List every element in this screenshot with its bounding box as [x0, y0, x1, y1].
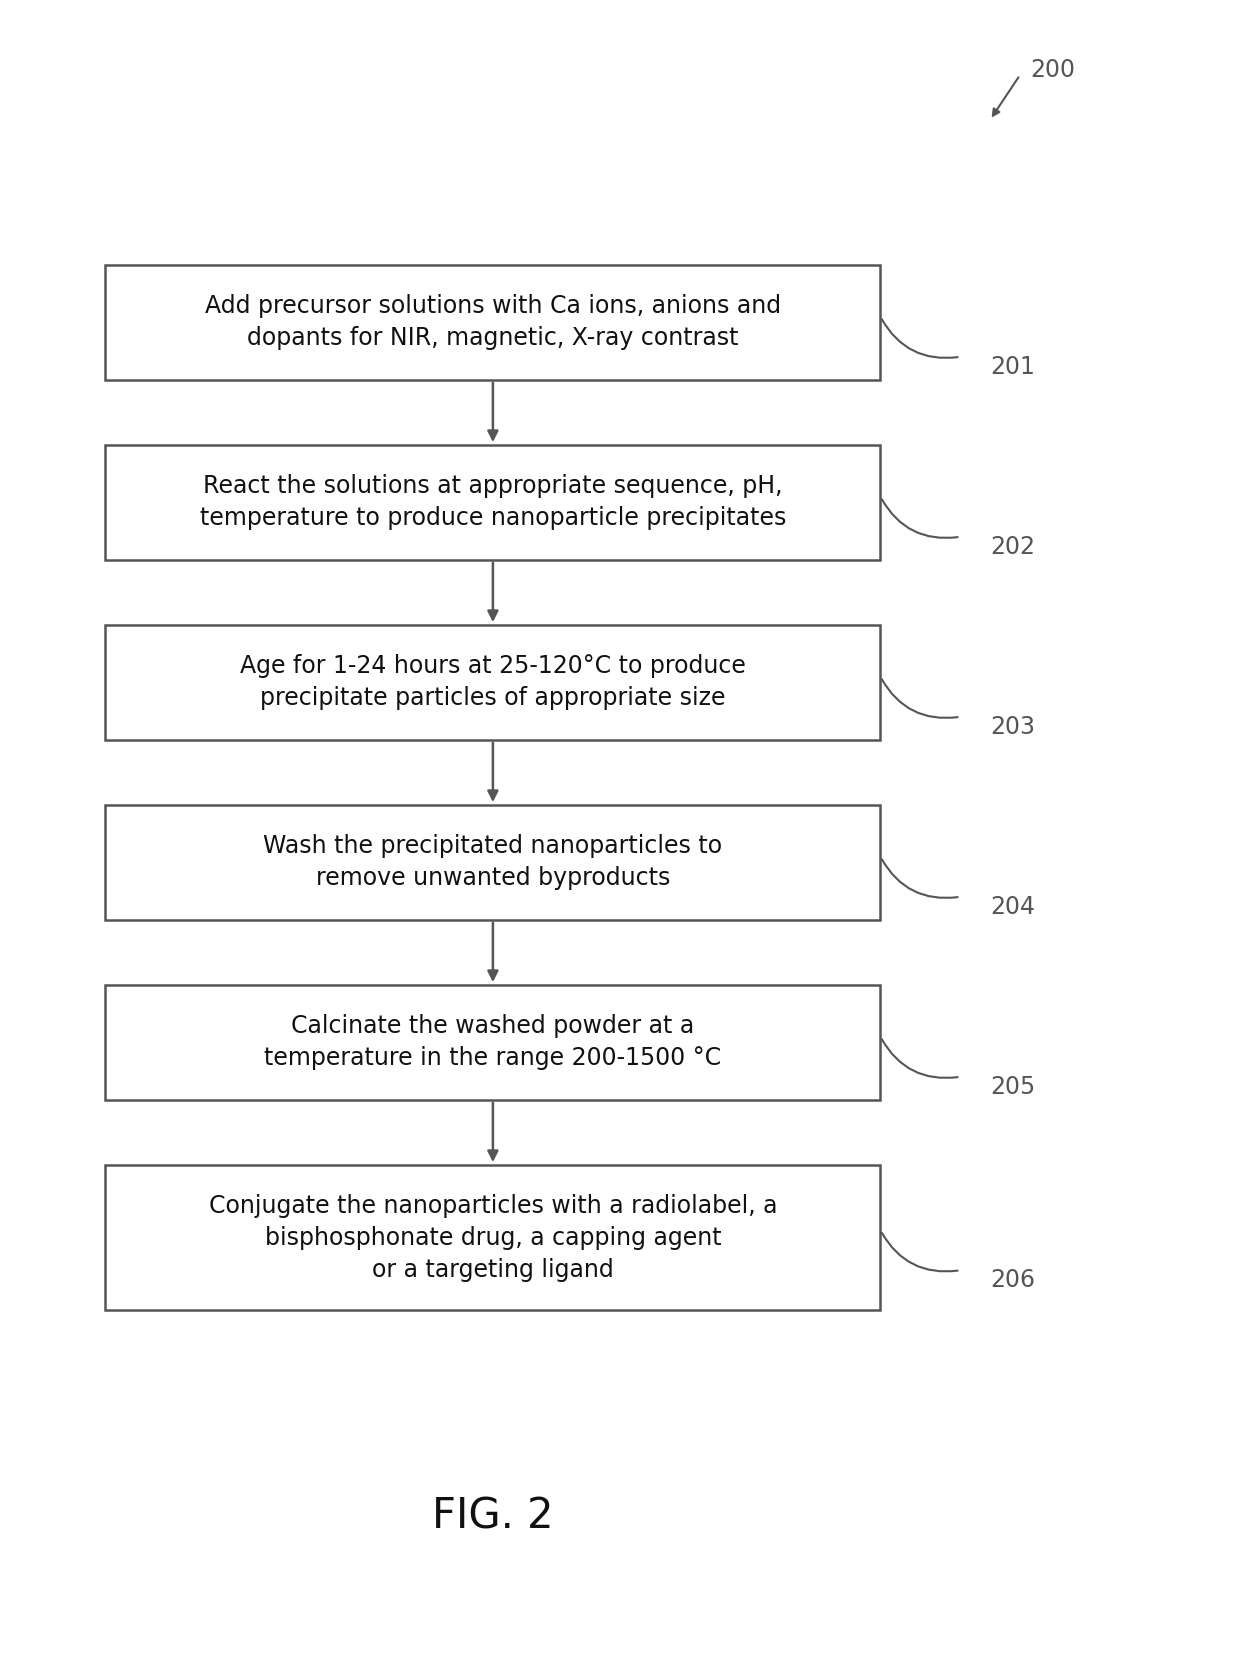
Bar — [105, 805, 880, 920]
Text: 206: 206 — [991, 1268, 1035, 1293]
Text: temperature to produce nanoparticle precipitates: temperature to produce nanoparticle prec… — [200, 506, 786, 531]
Bar — [105, 266, 880, 381]
Text: FIG. 2: FIG. 2 — [433, 1495, 553, 1538]
Text: Add precursor solutions with Ca ions, anions and: Add precursor solutions with Ca ions, an… — [205, 294, 781, 319]
Text: dopants for NIR, magnetic, X-ray contrast: dopants for NIR, magnetic, X-ray contras… — [247, 327, 739, 351]
Text: remove unwanted byproducts: remove unwanted byproducts — [316, 867, 670, 890]
Text: or a targeting ligand: or a targeting ligand — [372, 1258, 614, 1281]
Bar — [105, 625, 880, 740]
Text: Conjugate the nanoparticles with a radiolabel, a: Conjugate the nanoparticles with a radio… — [208, 1194, 777, 1217]
Text: precipitate particles of appropriate size: precipitate particles of appropriate siz… — [260, 686, 725, 710]
Bar — [105, 985, 880, 1101]
Text: 203: 203 — [991, 715, 1035, 738]
Text: 204: 204 — [991, 895, 1035, 918]
Bar — [105, 1166, 880, 1309]
Text: Calcinate the washed powder at a: Calcinate the washed powder at a — [291, 1014, 694, 1039]
Text: 201: 201 — [991, 354, 1035, 379]
Text: Age for 1-24 hours at 25-120°C to produce: Age for 1-24 hours at 25-120°C to produc… — [241, 655, 745, 678]
Text: React the solutions at appropriate sequence, pH,: React the solutions at appropriate seque… — [203, 474, 782, 499]
Text: Wash the precipitated nanoparticles to: Wash the precipitated nanoparticles to — [263, 835, 723, 858]
Text: temperature in the range 200-1500 °C: temperature in the range 200-1500 °C — [264, 1047, 722, 1070]
Text: 205: 205 — [991, 1075, 1035, 1099]
Bar — [105, 444, 880, 559]
Text: 202: 202 — [991, 534, 1035, 559]
Text: 200: 200 — [1030, 58, 1075, 82]
Text: bisphosphonate drug, a capping agent: bisphosphonate drug, a capping agent — [264, 1226, 722, 1249]
